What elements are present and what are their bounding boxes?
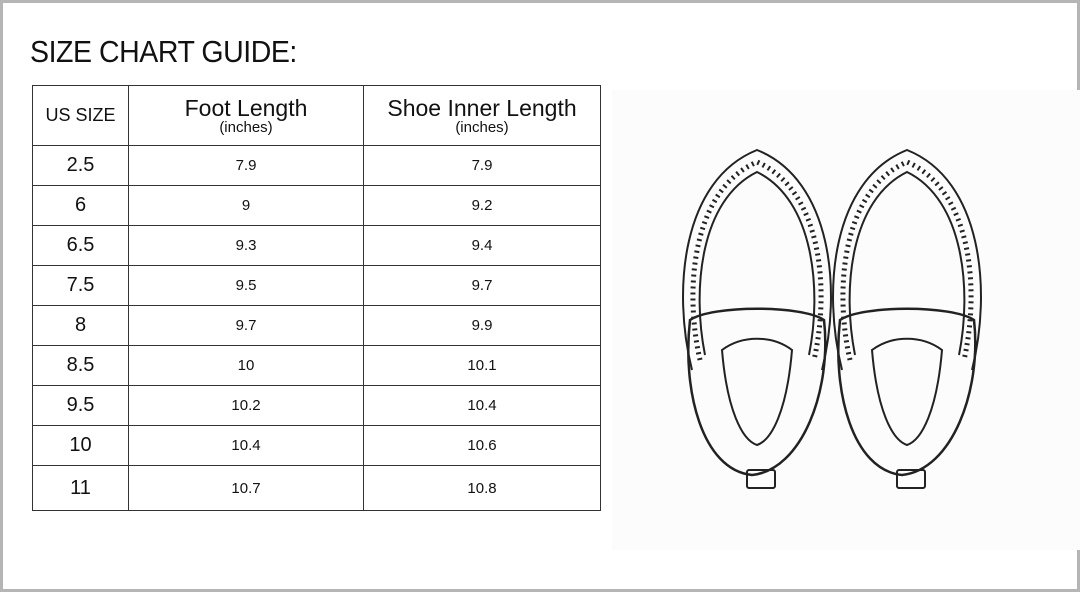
cell-shoe-inner-length: 10.6 <box>363 425 601 466</box>
cell-us-size: 8.5 <box>32 345 129 386</box>
cell-shoe-inner-length: 9.7 <box>363 265 601 306</box>
cell-shoe-inner-length: 7.9 <box>363 145 601 186</box>
page-title: SIZE CHART GUIDE: <box>30 34 297 69</box>
cell-foot-length: 10 <box>128 345 364 386</box>
cell-us-size: 10 <box>32 425 129 466</box>
cell-us-size: 9.5 <box>32 385 129 426</box>
cell-us-size: 2.5 <box>32 145 129 186</box>
cell-foot-length: 9.3 <box>128 225 364 266</box>
cell-foot-length: 9.7 <box>128 305 364 346</box>
cell-us-size: 7.5 <box>32 265 129 306</box>
cell-shoe-inner-length: 10.4 <box>363 385 601 426</box>
cell-foot-length: 9.5 <box>128 265 364 306</box>
cell-shoe-inner-length: 9.4 <box>363 225 601 266</box>
table-row: 8 9.7 9.9 <box>32 305 601 346</box>
table-row: 9.5 10.2 10.4 <box>32 385 601 426</box>
cell-foot-length: 10.2 <box>128 385 364 426</box>
cell-foot-length: 9 <box>128 185 364 226</box>
slipper-icon <box>682 148 832 489</box>
slippers-illustration <box>612 90 1080 550</box>
table-header-row: US SIZE Foot Length (inches) Shoe Inner L… <box>32 85 601 146</box>
cell-us-size: 8 <box>32 305 129 346</box>
cell-foot-length: 10.7 <box>128 465 364 511</box>
slipper-icon-right <box>833 150 981 488</box>
table-row: 2.5 7.9 7.9 <box>32 145 601 186</box>
table-row: 7.5 9.5 9.7 <box>32 265 601 306</box>
table-row: 10 10.4 10.6 <box>32 425 601 466</box>
table-row: 6.5 9.3 9.4 <box>32 225 601 266</box>
cell-foot-length: 10.4 <box>128 425 364 466</box>
header-shoe-inner-length: Shoe Inner Length (inches) <box>363 85 601 146</box>
cell-foot-length: 7.9 <box>128 145 364 186</box>
table-row: 11 10.7 10.8 <box>32 465 601 511</box>
cell-shoe-inner-length: 9.2 <box>363 185 601 226</box>
header-us-size: US SIZE <box>32 85 129 146</box>
cell-us-size: 6.5 <box>32 225 129 266</box>
cell-us-size: 6 <box>32 185 129 226</box>
table-row: 6 9 9.2 <box>32 185 601 226</box>
header-foot-length: Foot Length (inches) <box>128 85 364 146</box>
cell-shoe-inner-length: 10.8 <box>363 465 601 511</box>
size-chart-table: US SIZE Foot Length (inches) Shoe Inner L… <box>32 85 601 511</box>
table-row: 8.5 10 10.1 <box>32 345 601 386</box>
cell-shoe-inner-length: 9.9 <box>363 305 601 346</box>
cell-shoe-inner-length: 10.1 <box>363 345 601 386</box>
cell-us-size: 11 <box>32 465 129 511</box>
